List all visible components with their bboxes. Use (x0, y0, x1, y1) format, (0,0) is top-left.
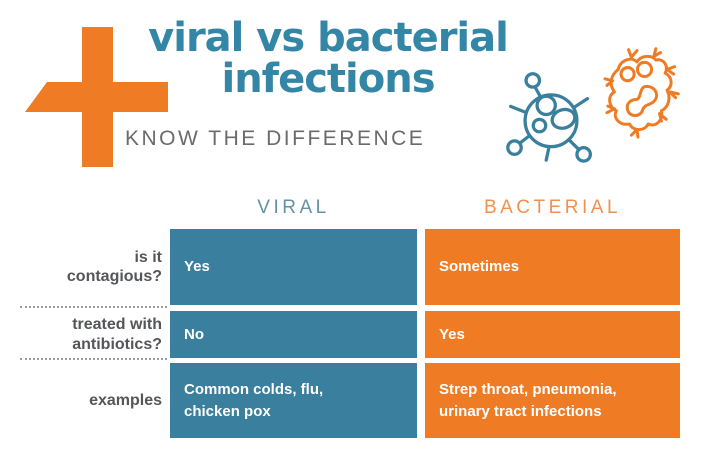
cell-bacterial-examples: Strep throat, pneumonia, urinary tract i… (425, 363, 680, 438)
page-subtitle: KNOW THE DIFFERENCE (125, 127, 426, 150)
row-label-contagious: is it contagious? (66, 248, 162, 285)
cell-viral-antibiotics: No (170, 311, 417, 358)
row-label-examples: examples (89, 391, 162, 409)
dotted-divider (20, 306, 167, 308)
column-header-viral: VIRAL (257, 197, 330, 218)
cell-bacterial-contagious: Sometimes (425, 229, 680, 305)
dotted-divider (20, 358, 167, 360)
bacteria-icon (603, 47, 680, 139)
cell-bacterial-antibiotics: Yes (425, 311, 680, 358)
plus-icon-arm (25, 82, 168, 112)
row-label-antibiotics: treated with antibiotics? (72, 316, 162, 353)
cell-viral-contagious: Yes (170, 229, 417, 305)
cell-viral-examples: Common colds, flu, chicken pox (170, 363, 417, 438)
column-header-bacterial: BACTERIAL (483, 197, 622, 218)
virus-icon (506, 72, 592, 163)
page-title: viral vs bacterial infections (148, 15, 509, 102)
